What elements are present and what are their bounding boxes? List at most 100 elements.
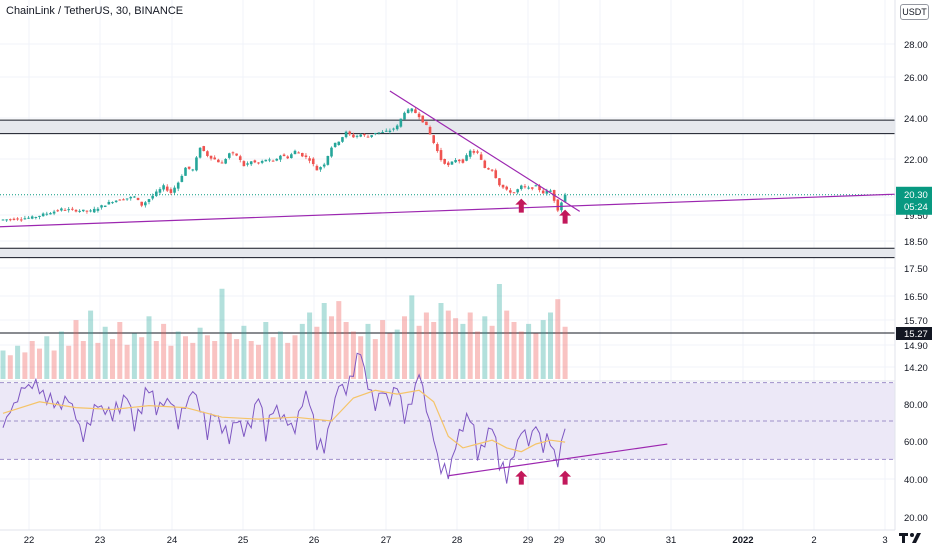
candle-body	[184, 167, 187, 176]
volume-bar	[329, 316, 334, 379]
candle-body	[162, 185, 165, 190]
price-axis-background	[895, 0, 932, 550]
horizontal-zones	[0, 119, 895, 382]
rsi-tick-label: 80.00	[904, 400, 928, 411]
candle-body	[202, 146, 206, 152]
candle-body	[322, 164, 326, 167]
time-tick-label: 30	[595, 535, 606, 546]
candle-body	[30, 216, 34, 219]
candle-body	[432, 135, 435, 143]
volume-bar	[256, 344, 261, 379]
volume-bar	[431, 322, 437, 379]
candle-body	[483, 160, 487, 168]
volume-bar	[453, 318, 459, 379]
candle-body	[315, 165, 319, 171]
volume-bar	[270, 337, 276, 379]
volume-bar	[496, 284, 502, 379]
candle-body	[220, 162, 224, 164]
candle-body	[439, 150, 443, 160]
candle-body	[275, 158, 279, 161]
candles	[1, 107, 567, 223]
current-price-label: 20.30	[904, 190, 928, 201]
volume-bar	[37, 348, 42, 379]
chart-title: ChainLink / TetherUS, 30, BINANCE	[6, 5, 184, 17]
candle-body	[165, 186, 169, 191]
candle-body	[176, 182, 180, 189]
volume-bar	[387, 333, 393, 379]
volume-bar	[555, 299, 561, 379]
candle-body	[129, 196, 133, 199]
time-tick-label: 23	[95, 535, 106, 546]
candle-body	[1, 219, 5, 221]
volume-bar	[117, 322, 123, 379]
candle-body	[49, 213, 52, 215]
volume-bar	[197, 327, 203, 379]
candle-body	[133, 196, 136, 198]
volume-bar	[131, 333, 137, 379]
volume-bar	[234, 339, 240, 379]
candle-body	[490, 169, 494, 171]
candle-body	[180, 175, 184, 182]
currency-unit-button[interactable]: USDT	[900, 4, 929, 20]
arrow-shape	[515, 470, 528, 485]
candle-body	[74, 209, 78, 212]
candle-body	[92, 208, 96, 213]
volume-bar	[15, 345, 21, 379]
volume-bar	[372, 339, 378, 379]
candle-body	[82, 209, 85, 212]
candle-body	[476, 151, 479, 153]
time-tick-label: 3	[882, 535, 887, 546]
candle-body	[279, 155, 282, 160]
volume-bar	[102, 326, 108, 379]
candle-body	[56, 210, 60, 212]
candle-body	[12, 218, 16, 220]
candle-body	[9, 219, 12, 221]
volume-bar	[168, 345, 174, 379]
volume-bar	[380, 320, 386, 379]
tradingview-logo-icon	[899, 533, 921, 543]
candle-body	[370, 135, 373, 137]
volume-bar	[423, 312, 429, 379]
volume-bar	[29, 341, 35, 379]
candle-body	[107, 201, 111, 205]
volume-bar	[241, 325, 247, 379]
candle-body	[479, 154, 483, 160]
candle-body	[428, 126, 432, 135]
candle-body	[114, 200, 118, 203]
candle-body	[538, 185, 541, 191]
candle-body	[301, 152, 304, 157]
time-tick-label: 29	[554, 535, 565, 546]
candle-body	[34, 216, 38, 218]
volume-bar	[467, 312, 473, 379]
trendlines[interactable]	[0, 90, 909, 228]
volume-bar	[248, 341, 254, 379]
candle-body	[326, 155, 330, 165]
candle-body	[410, 108, 414, 112]
volume-bar	[88, 310, 94, 379]
candle-body	[249, 161, 253, 165]
candle-body	[257, 162, 260, 164]
candle-body	[78, 210, 81, 212]
candle-body	[363, 133, 366, 136]
candle-body	[447, 162, 450, 166]
volume-bars	[0, 284, 568, 379]
candle-body	[534, 185, 538, 187]
candle-body	[231, 152, 235, 154]
time-tick-label: 2	[811, 535, 816, 546]
price-tick-label: 18.50	[904, 237, 928, 248]
rsi-panel	[0, 352, 895, 484]
candle-body	[67, 209, 70, 211]
volume-bar	[263, 322, 269, 379]
time-tick-label: 24	[167, 535, 178, 546]
volume-bar	[73, 320, 79, 379]
rsi-tick-label: 40.00	[904, 475, 928, 486]
candle-body	[454, 160, 457, 163]
candle-body	[333, 142, 337, 147]
candle-body	[125, 198, 129, 200]
level-price-label: 15.27	[904, 329, 928, 340]
candle-body	[399, 118, 403, 127]
volume-bar	[518, 331, 524, 379]
candle-body	[505, 186, 508, 190]
